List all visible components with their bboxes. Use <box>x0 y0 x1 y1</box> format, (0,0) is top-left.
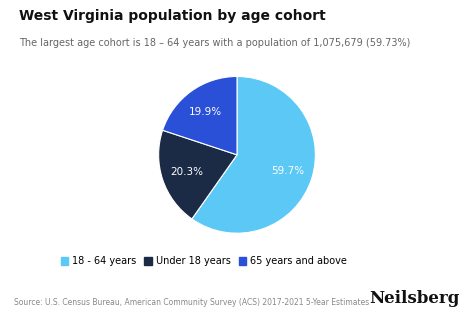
Wedge shape <box>192 76 315 233</box>
Text: 59.7%: 59.7% <box>271 166 304 176</box>
Text: 20.3%: 20.3% <box>170 167 203 177</box>
Wedge shape <box>159 130 237 219</box>
Text: West Virginia population by age cohort: West Virginia population by age cohort <box>19 9 326 23</box>
Wedge shape <box>163 76 237 155</box>
Text: Neilsberg: Neilsberg <box>369 289 460 307</box>
Text: 19.9%: 19.9% <box>189 106 222 117</box>
Text: The largest age cohort is 18 – 64 years with a population of 1,075,679 (59.73%): The largest age cohort is 18 – 64 years … <box>19 38 410 48</box>
Legend: 18 - 64 years, Under 18 years, 65 years and above: 18 - 64 years, Under 18 years, 65 years … <box>57 252 351 270</box>
Text: Source: U.S. Census Bureau, American Community Survey (ACS) 2017-2021 5-Year Est: Source: U.S. Census Bureau, American Com… <box>14 298 369 307</box>
